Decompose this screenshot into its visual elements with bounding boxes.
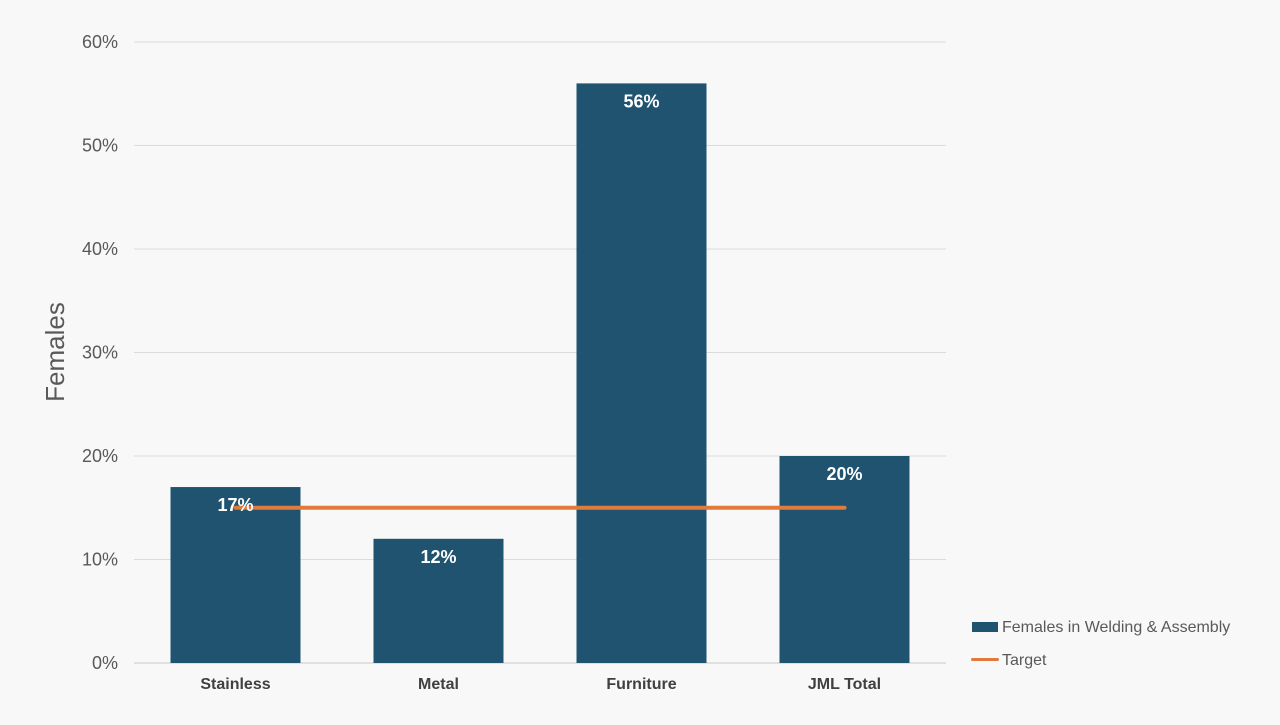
- y-tick-label: 30%: [82, 343, 118, 363]
- data-label: 17%: [217, 495, 253, 515]
- x-tick-label: Metal: [418, 676, 459, 693]
- y-tick-label: 10%: [82, 550, 118, 570]
- y-tick-label: 40%: [82, 239, 118, 259]
- data-labels: 17% 12% 56% 20%: [217, 91, 862, 566]
- legend-swatch-target: [971, 658, 999, 661]
- y-axis-label: Females: [40, 302, 70, 402]
- x-tick-label: Stainless: [200, 676, 270, 693]
- bar-furniture: [576, 83, 707, 663]
- y-tick-label: 60%: [82, 32, 118, 52]
- y-tick-label: 20%: [82, 446, 118, 466]
- bar-metal: [373, 538, 504, 663]
- legend-label-bars: Females in Welding & Assembly: [1002, 619, 1230, 636]
- y-tick-label: 50%: [82, 136, 118, 156]
- bars: [170, 83, 910, 663]
- data-label: 20%: [826, 464, 862, 484]
- x-tick-label: JML Total: [808, 676, 881, 693]
- x-tick-label: Furniture: [606, 676, 676, 693]
- bar-jml-total: [779, 456, 910, 663]
- data-label: 56%: [623, 91, 659, 111]
- legend-swatch-bars: [972, 622, 998, 632]
- x-axis-ticks: Stainless Metal Furniture JML Total: [200, 676, 881, 693]
- legend: Females in Welding & Assembly Target: [971, 619, 1230, 669]
- bar-stainless: [170, 487, 301, 663]
- legend-label-target: Target: [1002, 652, 1047, 669]
- y-tick-label: 0%: [92, 653, 118, 673]
- y-axis-ticks: 0% 10% 20% 30% 40% 50% 60%: [82, 32, 118, 673]
- data-label: 12%: [420, 547, 456, 567]
